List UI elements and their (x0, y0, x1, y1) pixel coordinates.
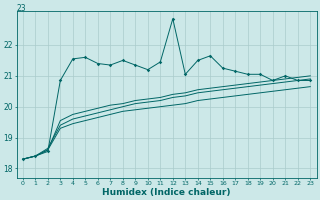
X-axis label: Humidex (Indice chaleur): Humidex (Indice chaleur) (102, 188, 231, 197)
Text: 23: 23 (17, 4, 26, 13)
